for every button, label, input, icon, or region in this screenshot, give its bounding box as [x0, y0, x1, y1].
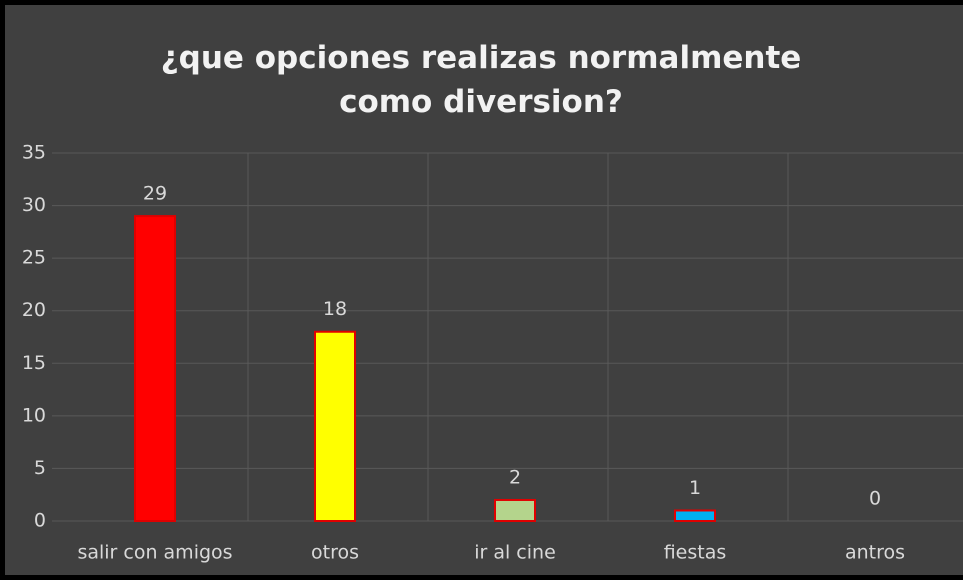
x-tick-label: otros — [311, 542, 359, 564]
data-label: 18 — [323, 298, 347, 320]
y-tick-label: 35 — [22, 142, 46, 164]
x-tick-label: fiestas — [664, 542, 727, 564]
y-tick-label: 25 — [22, 247, 46, 269]
bar — [314, 330, 356, 522]
x-tick-label: ir al cine — [474, 542, 556, 564]
y-tick-label: 5 — [34, 457, 46, 479]
bar — [494, 498, 536, 523]
data-label: 2 — [509, 466, 521, 488]
chart-title: ¿que opciones realizas normalmente como … — [160, 40, 802, 120]
y-tick-label: 20 — [22, 299, 46, 321]
y-tick-label: 30 — [22, 194, 46, 216]
x-tick-label: salir con amigos — [77, 542, 232, 564]
data-label: 1 — [689, 477, 701, 499]
y-tick-label: 0 — [34, 510, 46, 532]
bar — [674, 509, 716, 523]
data-label: 0 — [869, 488, 881, 510]
data-label: 29 — [143, 183, 167, 205]
y-tick-label: 15 — [22, 352, 46, 374]
x-tick-label: antros — [845, 542, 905, 564]
bar — [134, 215, 176, 522]
y-tick-label: 10 — [22, 404, 46, 426]
